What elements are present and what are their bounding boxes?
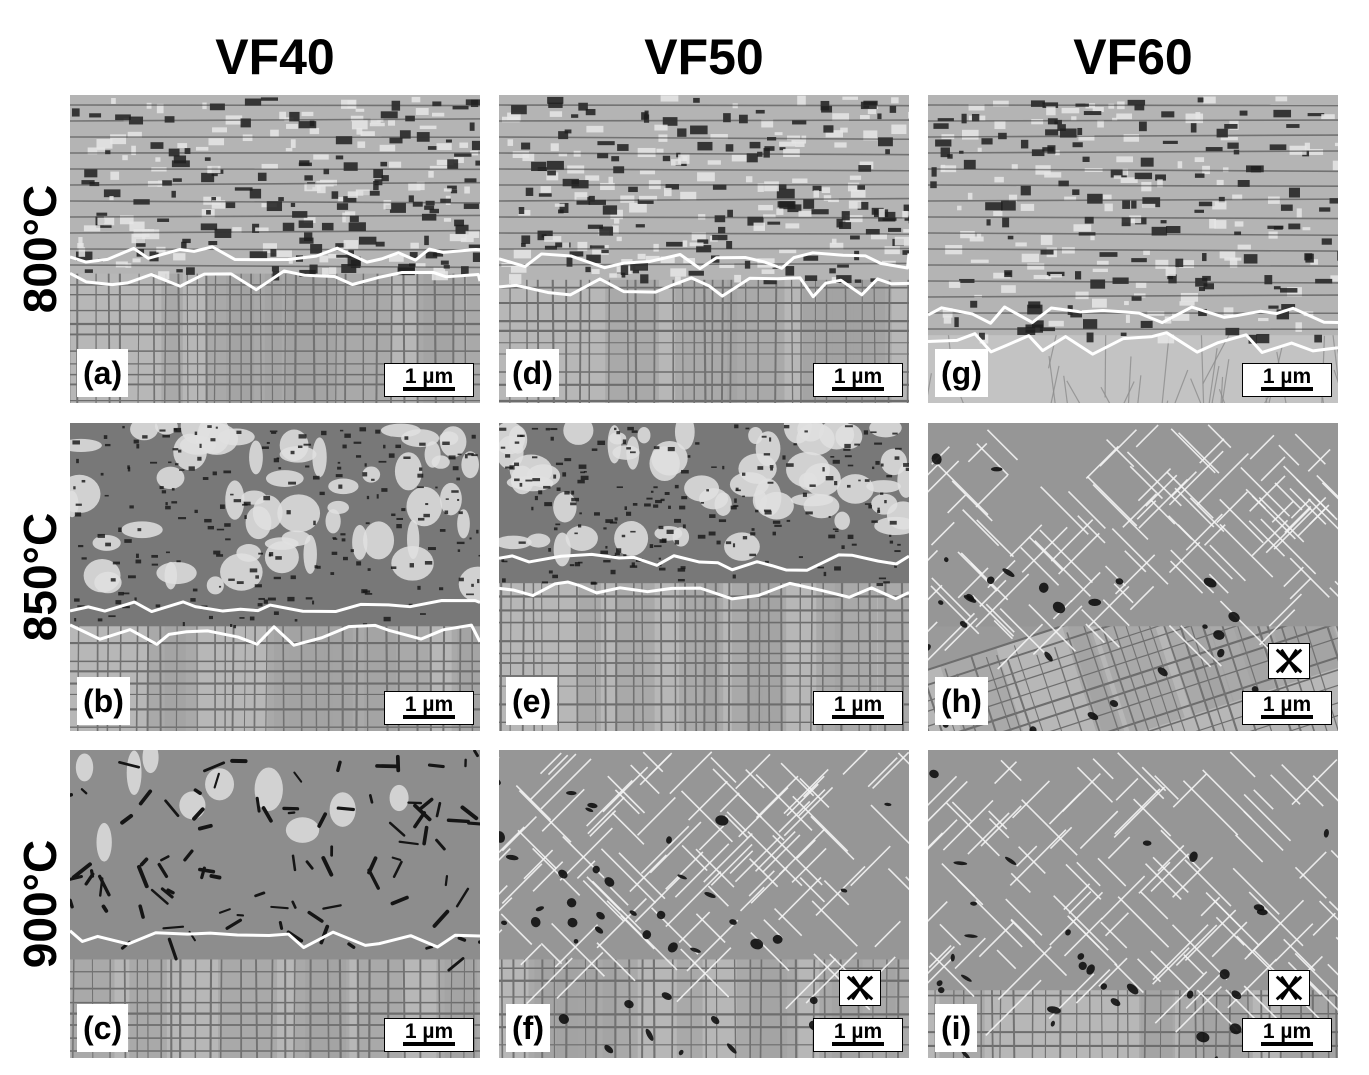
panel-label: (c) — [77, 1004, 129, 1052]
scale-bar: 1 µm — [813, 363, 903, 397]
crossed-x-marker-icon — [839, 970, 881, 1006]
scale-bar-line — [832, 715, 884, 719]
micrograph-panel-h: (h) 1 µm — [928, 423, 1338, 731]
panel-label: (i) — [935, 1004, 978, 1052]
panel-label: (e) — [506, 677, 558, 725]
micrograph-image — [928, 95, 1338, 403]
micrograph-image — [70, 750, 480, 1058]
scale-bar-label: 1 µm — [404, 693, 454, 716]
scale-bar-label: 1 µm — [1262, 1020, 1312, 1043]
panel-label: (a) — [77, 349, 129, 397]
scale-bar: 1 µm — [1242, 363, 1332, 397]
scale-bar: 1 µm — [1242, 1018, 1332, 1052]
scale-bar-line — [403, 715, 455, 719]
micrograph-image — [928, 750, 1338, 1058]
scale-bar-line — [1261, 715, 1313, 719]
row-header-900: 900°C — [10, 750, 70, 1058]
scale-bar-line — [1261, 387, 1313, 391]
scale-bar-line — [832, 387, 884, 391]
micrograph-image — [499, 750, 909, 1058]
scale-bar-label: 1 µm — [404, 365, 454, 388]
micrograph-panel-i: (i) 1 µm — [928, 750, 1338, 1058]
micrograph-panel-c: (c) 1 µm — [70, 750, 480, 1058]
micrograph-panel-g: (g) 1 µm — [928, 95, 1338, 403]
panel-label: (h) — [935, 677, 988, 725]
row-header-850-label: 850°C — [14, 512, 66, 642]
scale-bar: 1 µm — [384, 1018, 474, 1052]
scale-bar-line — [1261, 1042, 1313, 1046]
scale-bar: 1 µm — [813, 1018, 903, 1052]
row-header-800-label: 800°C — [14, 184, 66, 314]
panel-label: (d) — [506, 349, 559, 397]
micrograph-image — [70, 95, 480, 403]
scale-bar-label: 1 µm — [404, 1020, 454, 1043]
micrograph-panel-b: (b) 1 µm — [70, 423, 480, 731]
scale-bar: 1 µm — [813, 691, 903, 725]
scale-bar-label: 1 µm — [833, 365, 883, 388]
scale-bar-label: 1 µm — [833, 1020, 883, 1043]
micrograph-image — [499, 423, 909, 731]
row-header-850: 850°C — [10, 423, 70, 731]
row-header-900-label: 900°C — [14, 839, 66, 969]
micrograph-image — [499, 95, 909, 403]
micrograph-image — [70, 423, 480, 731]
column-header-vf50: VF50 — [644, 29, 764, 85]
scale-bar-line — [403, 387, 455, 391]
crossed-x-marker-icon — [1268, 643, 1310, 679]
column-header-vf60: VF60 — [1073, 29, 1193, 85]
scale-bar-label: 1 µm — [1262, 365, 1312, 388]
micrograph-panel-a: (a) 1 µm — [70, 95, 480, 403]
scale-bar-label: 1 µm — [833, 693, 883, 716]
micrograph-panel-e: (e) 1 µm — [499, 423, 909, 731]
scale-bar: 1 µm — [384, 691, 474, 725]
scale-bar-line — [832, 1042, 884, 1046]
scale-bar: 1 µm — [384, 363, 474, 397]
micrograph-panel-d: (d) 1 µm — [499, 95, 909, 403]
micrograph-image — [928, 423, 1338, 731]
micrograph-panel-f: (f) 1 µm — [499, 750, 909, 1058]
column-header-vf40: VF40 — [215, 29, 335, 85]
scale-bar: 1 µm — [1242, 691, 1332, 725]
panel-label: (g) — [935, 349, 988, 397]
scale-bar-label: 1 µm — [1262, 693, 1312, 716]
scale-bar-line — [403, 1042, 455, 1046]
panel-label: (b) — [77, 677, 130, 725]
row-header-800: 800°C — [10, 95, 70, 403]
crossed-x-marker-icon — [1268, 970, 1310, 1006]
panel-label: (f) — [506, 1004, 550, 1052]
